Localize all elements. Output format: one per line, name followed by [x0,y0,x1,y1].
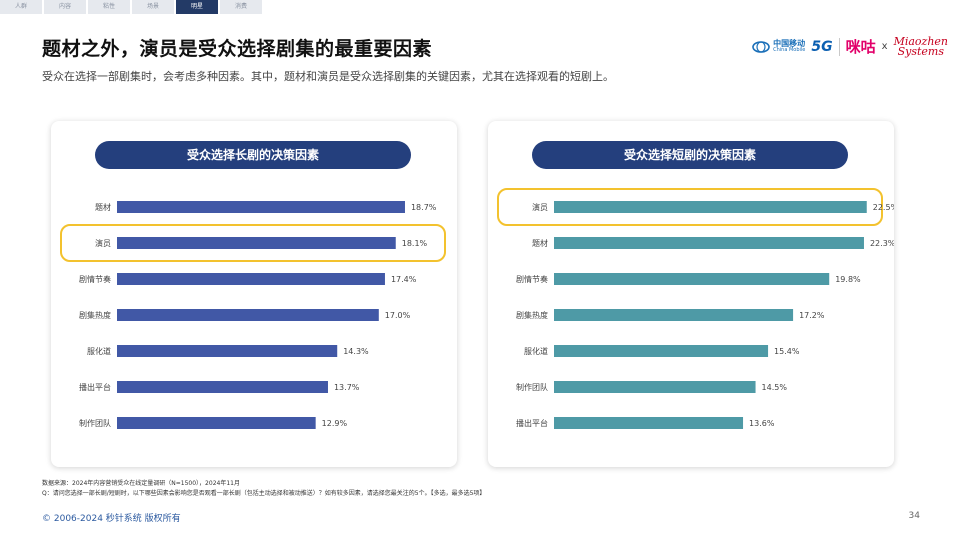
migu-logo: 咪咕 [845,38,876,56]
category-label: 剧集热度 [79,310,111,320]
china-mobile-icon [752,40,770,53]
bar [117,237,396,249]
logo-divider [838,37,840,56]
value-label: 13.7% [334,383,360,392]
value-label: 22.3% [870,239,894,248]
china-mobile-en: China Mobile [773,47,806,53]
bar [117,345,338,357]
category-label: 服化道 [524,346,548,356]
category-label: 题材 [532,238,548,248]
value-label: 14.3% [343,347,369,356]
page-title: 题材之外，演员是受众选择剧集的最重要因素 [42,38,433,60]
top-tabs: 人群 内容 粘性 场景 明星 消费 [0,0,264,14]
value-label: 15.4% [774,347,800,356]
long-drama-chart: 题材 18.7% 演员 18.1% 剧情节奏 17.4% 剧集热度 17.0% 服化道 14.3%… [60,201,446,429]
short-drama-chart-title: 受众选择短剧的决策因素 [532,141,848,169]
category-label: 题材 [95,202,111,212]
bar [117,381,328,393]
bar [554,273,830,285]
value-label: 17.4% [391,275,417,284]
long-drama-panel: 受众选择长剧的决策因素 题材 18.7% 演员 18.1% 剧情节奏 17.4% 剧集热度 1… [51,121,457,467]
bar [554,381,756,393]
miaozhen-line2: Systems [897,44,944,58]
page-subtitle: 受众在选择一部剧集时，会考虑多种因素。其中，题材和演员是受众选择剧集的关键因素，… [42,70,614,83]
miaozhen-line1: Miaozhen [893,34,948,48]
logo-group: 中国移动 China Mobile 5G 咪咕 x Miaozhen Syste… [752,36,948,57]
value-label: 17.0% [385,311,411,320]
highlight-box [60,224,446,262]
category-label: 播出平台 [79,382,111,392]
highlight-box [497,188,883,226]
logo-x: x [881,41,888,52]
bar [554,417,744,429]
value-label: 17.2% [799,311,825,320]
value-label: 18.1% [402,239,428,248]
bar [117,417,316,429]
category-label: 制作团队 [79,418,111,428]
bar [117,273,385,285]
bar [554,237,864,249]
footnote-question: Q：请问您选择一部长剧/短剧时，以下哪些因素会影响您是否观看一部长剧（包括主动选… [42,490,486,497]
category-label: 剧集热度 [516,310,548,320]
fiveg-logo: 5G [811,38,833,55]
value-label: 18.7% [411,203,437,212]
tab-star[interactable]: 明星 [176,0,218,14]
category-label: 播出平台 [516,418,548,428]
category-label: 剧情节奏 [516,274,548,284]
tab-stickiness[interactable]: 粘性 [88,0,130,14]
china-mobile-logo: 中国移动 China Mobile [752,40,805,54]
china-mobile-cn: 中国移动 [773,39,806,48]
value-label: 13.6% [749,419,775,428]
bar [554,345,769,357]
bar [554,201,867,213]
bar [554,309,794,321]
short-drama-chart: 演员 22.5% 题材 22.3% 剧情节奏 19.8% 剧集热度 17.2% 服化道 15.4%… [497,188,894,429]
value-label: 19.8% [835,275,861,284]
category-label: 演员 [532,202,548,212]
category-label: 服化道 [87,346,111,356]
bar [117,201,405,213]
category-label: 演员 [95,238,111,248]
tab-crowd[interactable]: 人群 [0,0,42,14]
value-label: 12.9% [322,419,348,428]
category-label: 剧情节奏 [79,274,111,284]
long-drama-chart-title: 受众选择长剧的决策因素 [95,141,411,169]
miaozhen-logo: Miaozhen Systems [893,34,948,58]
footnote-source: 数据来源：2024年内容营销受众在线定量调研（N=1500），2024年11月 [42,480,240,487]
value-label: 14.5% [762,383,788,392]
bar [117,309,379,321]
value-label: 22.5% [873,203,894,212]
short-drama-panel: 受众选择短剧的决策因素 演员 22.5% 题材 22.3% 剧情节奏 19.8% 剧集热度 1… [488,121,894,467]
copyright: © 2006-2024 秒针系统 版权所有 [42,514,181,524]
tab-consumption[interactable]: 消费 [220,0,262,14]
page-number: 34 [908,511,920,521]
category-label: 制作团队 [516,382,548,392]
tab-content[interactable]: 内容 [44,0,86,14]
tab-scene[interactable]: 场景 [132,0,174,14]
